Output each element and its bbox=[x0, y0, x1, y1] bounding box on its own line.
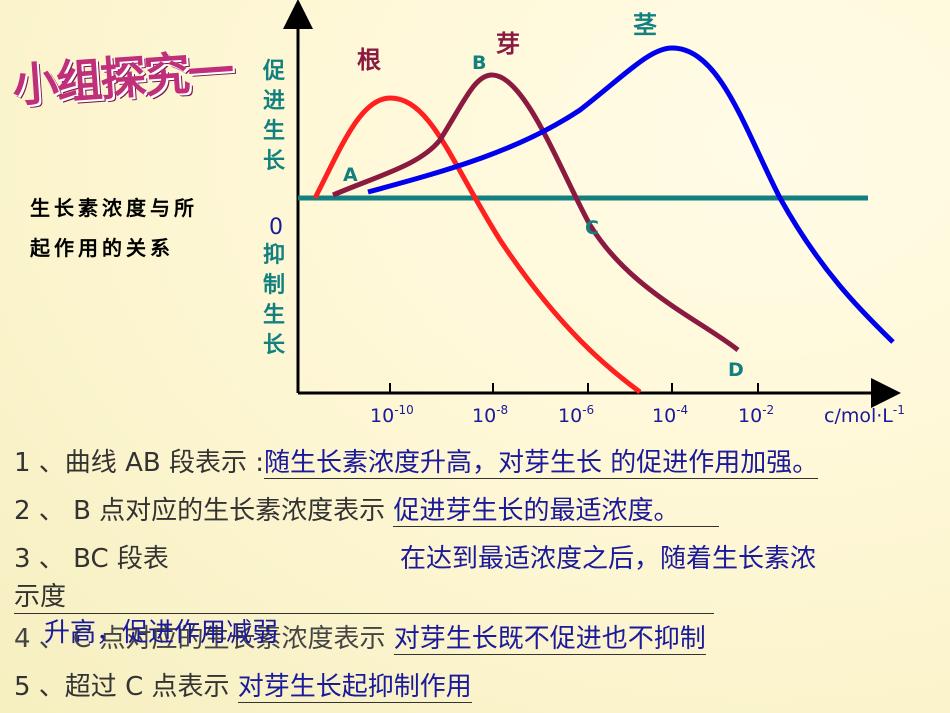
curve-label: 茎 bbox=[633, 11, 657, 39]
x-label: 10-8 bbox=[472, 403, 508, 427]
question: 2 、 B 点对应的生长素浓度表示 bbox=[14, 496, 386, 526]
answer: 对芽生长既不促进也不抑制 bbox=[393, 624, 706, 655]
x-label: 10-4 bbox=[652, 403, 688, 427]
curve-label: 芽 bbox=[496, 30, 520, 58]
y-label-positive: 促进生长 bbox=[262, 59, 286, 174]
caption: 生长素浓度与所 bbox=[30, 196, 198, 220]
x-label: c/mol·L-1 bbox=[824, 403, 905, 427]
point-label: A bbox=[343, 164, 358, 186]
x-label: 10-2 bbox=[738, 403, 774, 427]
stem-curve bbox=[367, 45, 895, 344]
y-zero: 0 bbox=[269, 215, 283, 240]
x-ticks bbox=[389, 383, 759, 393]
x-label-exp: -1 bbox=[893, 403, 905, 417]
x-label-base: 10 bbox=[558, 405, 582, 427]
x-label-exp: -2 bbox=[762, 403, 774, 417]
x-label-base: 10 bbox=[738, 405, 762, 427]
answer: 升高，促进作用减弱 bbox=[44, 618, 279, 648]
point-label: D bbox=[728, 359, 744, 381]
x-label-base: 10 bbox=[370, 405, 394, 427]
caption: 起作用的关系 bbox=[30, 236, 174, 260]
x-label: 10-10 bbox=[370, 403, 414, 427]
x-label-base: 10 bbox=[472, 405, 496, 427]
answer: 随生长素浓度升高，对芽生长 的促进作用加强。 bbox=[263, 448, 819, 479]
question: 4 、 C 点对应的生长素浓度表示 bbox=[14, 624, 386, 654]
point-label: C bbox=[585, 217, 599, 239]
x-label: 10-6 bbox=[558, 403, 594, 427]
root-curve bbox=[312, 95, 642, 395]
bud-curve bbox=[332, 72, 740, 352]
question: 示度 bbox=[14, 576, 714, 614]
point-label: B bbox=[472, 52, 486, 74]
diagram: 促进生长 0 抑制生长 根 芽 茎 A B C D 10-10 10-8 10-6 1… bbox=[262, 0, 905, 427]
x-label-exp: -4 bbox=[676, 403, 688, 417]
curve-label: 根 bbox=[357, 46, 381, 74]
x-label-exp: -6 bbox=[582, 403, 594, 417]
answer: 对芽生长起抑制作用 bbox=[237, 672, 472, 703]
question: 3 、 BC 段表 bbox=[14, 544, 169, 574]
x-label-exp: -8 bbox=[496, 403, 508, 417]
y-label-negative: 抑制生长 bbox=[263, 243, 286, 358]
x-label-base: c/mol·L bbox=[824, 405, 893, 427]
question: 1 、曲线 AB 段表示 : bbox=[14, 448, 264, 478]
question: 5 、超过 C 点表示 bbox=[14, 672, 230, 702]
x-label-base: 10 bbox=[652, 405, 676, 427]
x-label-exp: -10 bbox=[394, 403, 414, 417]
answer: 在达到最适浓度之后，随着生长素浓 bbox=[400, 544, 817, 574]
answer: 促进芽生长的最适浓度。 bbox=[393, 496, 720, 527]
